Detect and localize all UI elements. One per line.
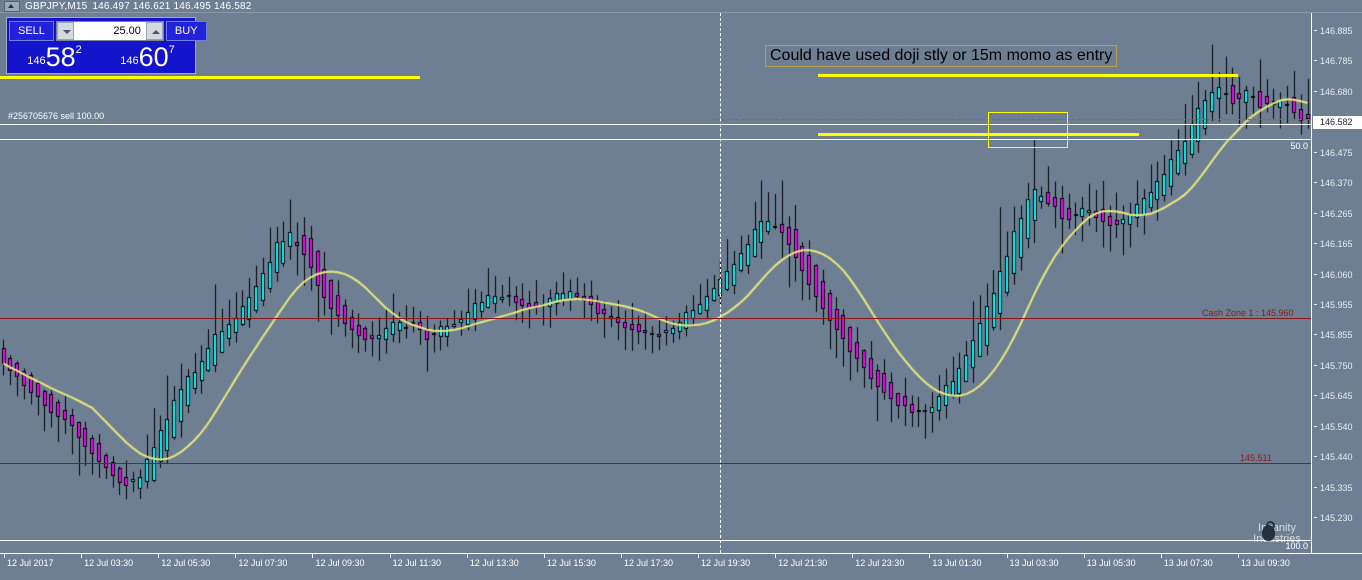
buy-price-big-figure: 146 bbox=[120, 55, 139, 67]
time-axis-gridline bbox=[1160, 554, 1162, 558]
buy-price-fraction: 7 bbox=[168, 44, 175, 56]
price-axis-tick: 145.335 bbox=[1312, 482, 1362, 494]
time-axis-tick: 12 Jul 23:30 bbox=[855, 558, 905, 568]
cash-zone-1-line bbox=[0, 318, 1311, 319]
time-axis-gridline bbox=[1083, 554, 1085, 558]
price-axis-tick: 145.750 bbox=[1312, 360, 1362, 372]
chart-ohlc-quotes: 146.497 146.621 146.495 146.582 bbox=[92, 0, 252, 12]
fib-100-label: 100.0 bbox=[1285, 541, 1308, 551]
sell-price-pips: 58 bbox=[45, 42, 76, 72]
one-click-trading-panel[interactable]: SELL BUY 146 58 2 146 60 7 bbox=[6, 17, 207, 74]
time-axis-tick: 12 Jul 15:30 bbox=[546, 558, 596, 568]
price-axis-tick: 146.265 bbox=[1312, 208, 1362, 220]
time-axis-tick: 12 Jul 21:30 bbox=[778, 558, 828, 568]
price-axis-tick: 146.060 bbox=[1312, 269, 1362, 281]
trade-panel-prices-row: 146 58 2 146 60 7 bbox=[9, 42, 193, 73]
time-axis-tick: 12 Jul 03:30 bbox=[84, 558, 134, 568]
watermark-line-2: Industries bbox=[1253, 533, 1301, 545]
chart-annotation-text[interactable]: Could have used doji stly or 15m momo as… bbox=[765, 45, 1118, 67]
candlestick-canvas[interactable] bbox=[0, 13, 1311, 553]
time-axis-gridline bbox=[1006, 554, 1008, 558]
price-axis[interactable]: 50.0 100.0 146.885 146.785 146.680 146.582 1… bbox=[1285, 13, 1362, 553]
time-axis-gridline bbox=[81, 554, 83, 558]
time-axis-tick: 13 Jul 07:30 bbox=[1163, 558, 1213, 568]
support-level-label: 145.511 bbox=[1240, 453, 1272, 463]
entry-zone-rectangle[interactable] bbox=[988, 112, 1068, 148]
time-axis-gridline bbox=[466, 554, 468, 558]
time-axis-tick: 13 Jul 01:30 bbox=[932, 558, 982, 568]
time-axis-tick: 12 Jul 17:30 bbox=[623, 558, 673, 568]
support-level-line bbox=[0, 463, 1311, 464]
price-axis-tick: 146.785 bbox=[1312, 55, 1362, 67]
chart-symbol-label: GBPJPY,M15 bbox=[25, 0, 88, 12]
time-axis-gridline bbox=[620, 554, 622, 558]
price-axis-tick: 146.165 bbox=[1312, 238, 1362, 250]
watermark-bulb-icon bbox=[1262, 521, 1275, 541]
resistance-upper-line-2 bbox=[818, 74, 1238, 77]
time-axis-tick: 12 Jul 05:30 bbox=[161, 558, 211, 568]
time-axis-gridline bbox=[158, 554, 160, 558]
buy-button[interactable]: BUY bbox=[165, 21, 207, 41]
cash-zone-1-label: Cash Zone 1 : 145.960 bbox=[1202, 308, 1294, 318]
time-axis-gridline bbox=[4, 554, 5, 558]
time-axis-gridline bbox=[543, 554, 545, 558]
time-axis-gridline bbox=[775, 554, 777, 558]
volume-stepper[interactable] bbox=[55, 21, 164, 41]
watermark-line-1: Insanity bbox=[1258, 522, 1296, 534]
watermark: Insanity Industries bbox=[1240, 521, 1311, 545]
buy-price-display[interactable]: 146 60 7 bbox=[102, 42, 193, 73]
time-axis-gridline bbox=[1237, 554, 1239, 558]
sell-price-fraction: 2 bbox=[75, 44, 82, 56]
trade-panel-controls-row: SELL BUY bbox=[9, 20, 207, 42]
time-axis-tick: 13 Jul 05:30 bbox=[1086, 558, 1136, 568]
price-axis-tick: 146.475 bbox=[1312, 147, 1362, 159]
time-axis-gridline bbox=[698, 554, 700, 558]
time-axis-gridline bbox=[852, 554, 854, 558]
fib-50-line-b bbox=[0, 139, 1311, 140]
fib-50-label: 50.0 bbox=[1290, 141, 1308, 151]
price-axis-tick: 146.885 bbox=[1312, 25, 1362, 37]
time-axis-tick: 12 Jul 09:30 bbox=[315, 558, 365, 568]
time-axis-tick: 12 Jul 13:30 bbox=[469, 558, 519, 568]
resistance-upper-line bbox=[0, 76, 420, 79]
resistance-mid-line bbox=[818, 133, 1139, 136]
sell-button[interactable]: SELL bbox=[9, 21, 54, 41]
price-axis-tick: 146.680 bbox=[1312, 86, 1362, 98]
time-axis-gridline bbox=[312, 554, 314, 558]
price-axis-tick: 145.855 bbox=[1312, 329, 1362, 341]
time-axis-tick: 13 Jul 09:30 bbox=[1240, 558, 1290, 568]
sell-price-display[interactable]: 146 58 2 bbox=[9, 42, 100, 73]
crosshair-vertical-line bbox=[720, 13, 721, 553]
buy-price-pips: 60 bbox=[138, 42, 169, 72]
order-label: #256705676 sell 100.00 bbox=[8, 111, 105, 121]
price-axis-tick: 145.440 bbox=[1312, 451, 1362, 463]
order-line bbox=[716, 119, 1311, 120]
chevron-down-icon[interactable] bbox=[56, 22, 74, 40]
time-axis-tick: 12 Jul 07:30 bbox=[238, 558, 288, 568]
chart-plot-area[interactable]: Cash Zone 1 : 145.960 145.511 #256705676… bbox=[0, 13, 1311, 553]
time-axis[interactable]: 12 Jul 2017 12 Jul 03:30 12 Jul 05:30 12 Ju… bbox=[0, 553, 1362, 580]
time-axis-tick: 12 Jul 19:30 bbox=[701, 558, 751, 568]
fib-50-line bbox=[0, 124, 1311, 125]
price-axis-tick: 145.645 bbox=[1312, 390, 1362, 402]
price-axis-tick: 145.540 bbox=[1312, 421, 1362, 433]
chart-title-bar: GBPJPY,M15 146.497 146.621 146.495 146.5… bbox=[0, 0, 1362, 13]
sell-price-big-figure: 146 bbox=[27, 55, 46, 67]
time-axis-gridline bbox=[389, 554, 391, 558]
chevron-up-icon[interactable] bbox=[145, 22, 163, 40]
chart-triangle-icon bbox=[4, 0, 20, 12]
time-axis-gridline bbox=[235, 554, 237, 558]
time-axis-gridline bbox=[929, 554, 931, 558]
price-axis-tick: 146.370 bbox=[1312, 177, 1362, 189]
price-axis-tick: 145.230 bbox=[1312, 512, 1362, 524]
price-axis-tick: 145.955 bbox=[1312, 299, 1362, 311]
volume-input[interactable] bbox=[73, 22, 146, 40]
time-axis-tick: 13 Jul 03:30 bbox=[1009, 558, 1059, 568]
time-axis-tick: 12 Jul 2017 bbox=[7, 558, 54, 568]
fib-100-line bbox=[0, 540, 1311, 541]
price-axis-current-price: 146.582 bbox=[1313, 116, 1362, 130]
time-axis-tick: 12 Jul 11:30 bbox=[392, 558, 441, 568]
